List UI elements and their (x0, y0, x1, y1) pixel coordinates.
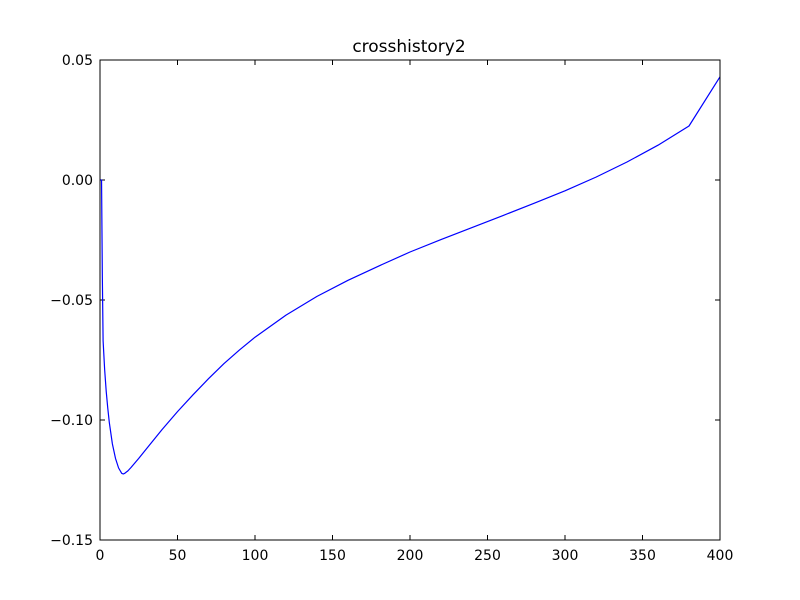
plot-frame (99, 59, 721, 541)
axis-tick-labels: 0 50 100 150 200 250 300 350 400 −0.15 −0.10 −0.05 0… (50, 53, 733, 564)
y-tick-label: −0.10 (50, 413, 93, 429)
x-tick-label: 150 (319, 548, 346, 564)
x-tick-label: 0 (96, 548, 105, 564)
y-tick-label: 0.00 (62, 173, 93, 189)
chart-title: crosshistory2 (352, 37, 465, 57)
series-line-0 (100, 76, 721, 475)
x-tick-label: 100 (242, 548, 269, 564)
y-tick-label: −0.15 (50, 533, 93, 549)
x-tick-label: 350 (629, 548, 656, 564)
x-tick-label: 50 (169, 548, 187, 564)
x-tick-label: 400 (707, 548, 734, 564)
series-layer (100, 76, 721, 475)
x-tick-label: 300 (552, 548, 579, 564)
y-tick-label: 0.05 (62, 53, 93, 69)
x-tick-label: 250 (474, 548, 501, 564)
x-tick-label: 200 (397, 548, 424, 564)
y-tick-label: −0.05 (50, 293, 93, 309)
